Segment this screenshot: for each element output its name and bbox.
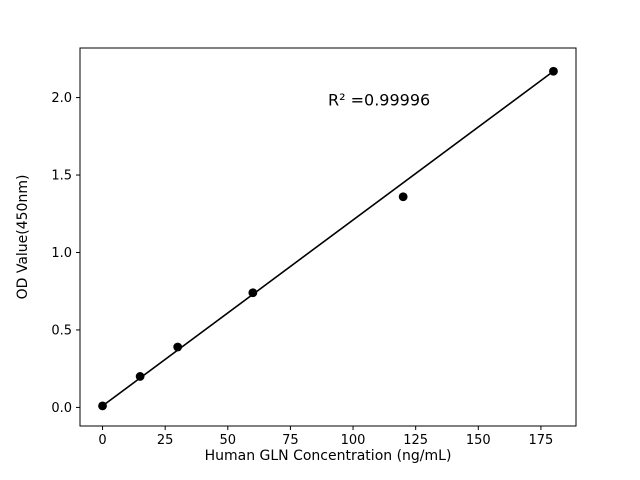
- data-point: [549, 66, 558, 76]
- data-point: [135, 372, 145, 381]
- x-tick-label: 125: [403, 433, 428, 448]
- x-tick-label: 75: [282, 433, 299, 448]
- y-tick-label: 1.5: [51, 169, 72, 184]
- x-tick-label: 50: [220, 433, 237, 448]
- x-tick-label: 150: [466, 433, 491, 448]
- x-tick-label: 175: [529, 433, 554, 448]
- x-tick-label: 100: [341, 433, 366, 448]
- data-point: [398, 192, 408, 202]
- data-point: [248, 288, 258, 298]
- y-tick-label: 2.0: [51, 91, 72, 106]
- x-axis-label: Human GLN Concentration (ng/mL): [205, 448, 452, 464]
- y-tick-label: 0.5: [51, 323, 72, 338]
- data-point: [98, 401, 107, 411]
- x-tick-label: 25: [157, 433, 174, 448]
- data-point: [173, 342, 183, 352]
- y-tick-label: 0.0: [51, 401, 72, 416]
- r-squared-annotation: R² =0.99996: [328, 90, 430, 109]
- x-tick-label: 0: [98, 433, 106, 448]
- trend-line: [101, 70, 555, 407]
- axes-spines: [79, 47, 577, 427]
- y-tick-label: 1.0: [51, 246, 72, 261]
- y-axis-label: OD Value(450nm): [15, 175, 31, 300]
